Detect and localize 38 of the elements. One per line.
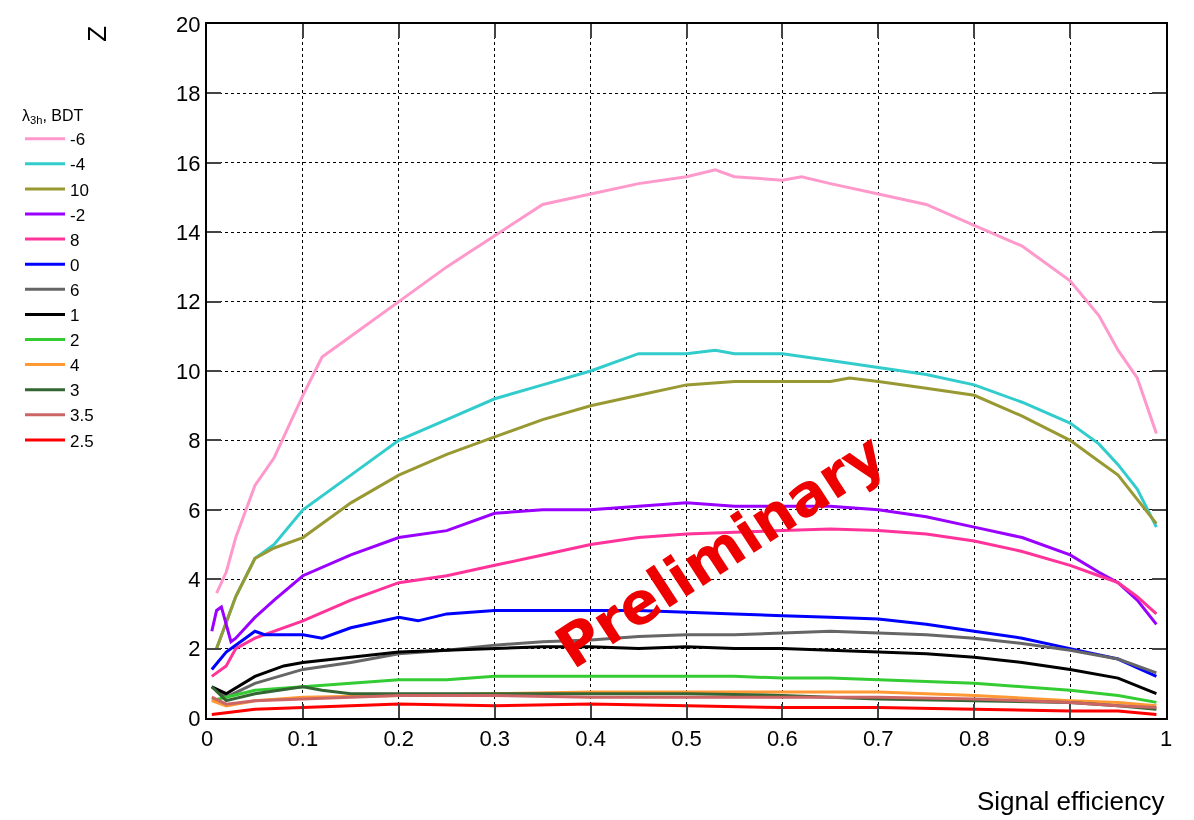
y-tick-label: 14 bbox=[176, 219, 201, 245]
x-tick-label: 0.1 bbox=[287, 726, 319, 752]
legend-label: 1 bbox=[70, 306, 80, 326]
y-tick-label: 4 bbox=[188, 566, 201, 592]
y-tick-label: 2 bbox=[188, 636, 201, 662]
legend-label: 2.5 bbox=[70, 431, 94, 451]
x-tick-label: 0.8 bbox=[958, 726, 990, 752]
legend-title: λ$_{3h}$, BDT bbox=[22, 107, 84, 127]
legend-label: 6 bbox=[70, 280, 80, 300]
x-tick-label: 0.3 bbox=[479, 726, 510, 752]
y-tick-label: 10 bbox=[176, 358, 201, 384]
y-tick-label: 12 bbox=[176, 289, 201, 315]
y-tick-label: 0 bbox=[188, 705, 201, 731]
x-tick-label: 0.7 bbox=[863, 726, 894, 752]
y-tick-label: 18 bbox=[176, 81, 201, 107]
y-tick-label: 6 bbox=[188, 497, 201, 523]
legend-label: 0 bbox=[70, 255, 80, 275]
x-tick-label: 0.2 bbox=[383, 726, 415, 752]
x-tick-label: 1 bbox=[1159, 726, 1173, 752]
x-tick-label: 0.9 bbox=[1054, 726, 1086, 752]
x-axis-title: Signal efficiency bbox=[977, 786, 1165, 816]
legend-label: -6 bbox=[70, 130, 86, 150]
legend-label: -2 bbox=[70, 205, 86, 225]
legend-label: 10 bbox=[70, 180, 89, 200]
y-tick-label: 20 bbox=[176, 11, 201, 37]
y-tick-label: 8 bbox=[188, 428, 201, 454]
legend-label: 3.5 bbox=[70, 406, 94, 426]
line-series bbox=[210, 702, 1158, 717]
y-axis-title: Z bbox=[81, 25, 112, 42]
x-tick-label: 0.6 bbox=[767, 726, 798, 752]
legend-label: 4 bbox=[70, 356, 80, 376]
legend-label: -4 bbox=[70, 155, 86, 175]
legend-label: 3 bbox=[70, 381, 80, 401]
legend-label: 2 bbox=[70, 331, 80, 351]
x-tick-label: 0.5 bbox=[671, 726, 702, 752]
legend-label: 8 bbox=[70, 230, 80, 250]
y-tick-label: 16 bbox=[176, 150, 201, 176]
x-tick-label: 0.4 bbox=[575, 726, 606, 752]
